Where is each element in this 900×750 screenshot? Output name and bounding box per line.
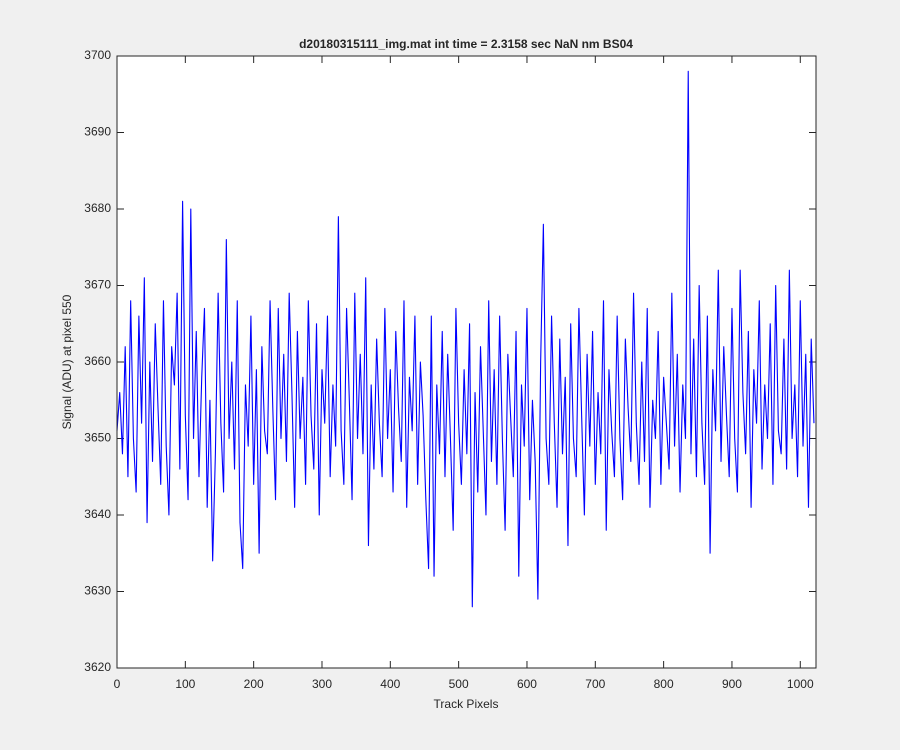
y-tick-label: 3700 bbox=[84, 48, 111, 62]
x-tick-label: 0 bbox=[114, 677, 121, 691]
x-tick-label: 700 bbox=[585, 677, 605, 691]
y-tick-label: 3680 bbox=[84, 201, 111, 215]
x-tick-label: 600 bbox=[517, 677, 537, 691]
y-tick-label: 3640 bbox=[84, 507, 111, 521]
x-tick-label: 1000 bbox=[787, 677, 814, 691]
x-tick-label: 300 bbox=[312, 677, 332, 691]
y-tick-label: 3630 bbox=[84, 584, 111, 598]
y-tick-label: 3670 bbox=[84, 278, 111, 292]
x-tick-label: 900 bbox=[722, 677, 742, 691]
y-tick-label: 3660 bbox=[84, 354, 111, 368]
chart-title: d20180315111_img.mat int time = 2.3158 s… bbox=[299, 37, 633, 51]
y-tick-label: 3650 bbox=[84, 431, 111, 445]
x-tick-label: 400 bbox=[380, 677, 400, 691]
x-tick-label: 200 bbox=[244, 677, 264, 691]
x-axis-label: Track Pixels bbox=[434, 697, 499, 711]
y-tick-label: 3620 bbox=[84, 660, 111, 674]
axes-box bbox=[116, 55, 817, 669]
y-tick-label: 3690 bbox=[84, 125, 111, 139]
x-tick-label: 800 bbox=[654, 677, 674, 691]
y-axis-label: Signal (ADU) at pixel 550 bbox=[60, 294, 74, 429]
x-tick-label: 500 bbox=[449, 677, 469, 691]
data-line bbox=[116, 70, 815, 608]
plot-area bbox=[117, 56, 816, 668]
x-tick-label: 100 bbox=[175, 677, 195, 691]
